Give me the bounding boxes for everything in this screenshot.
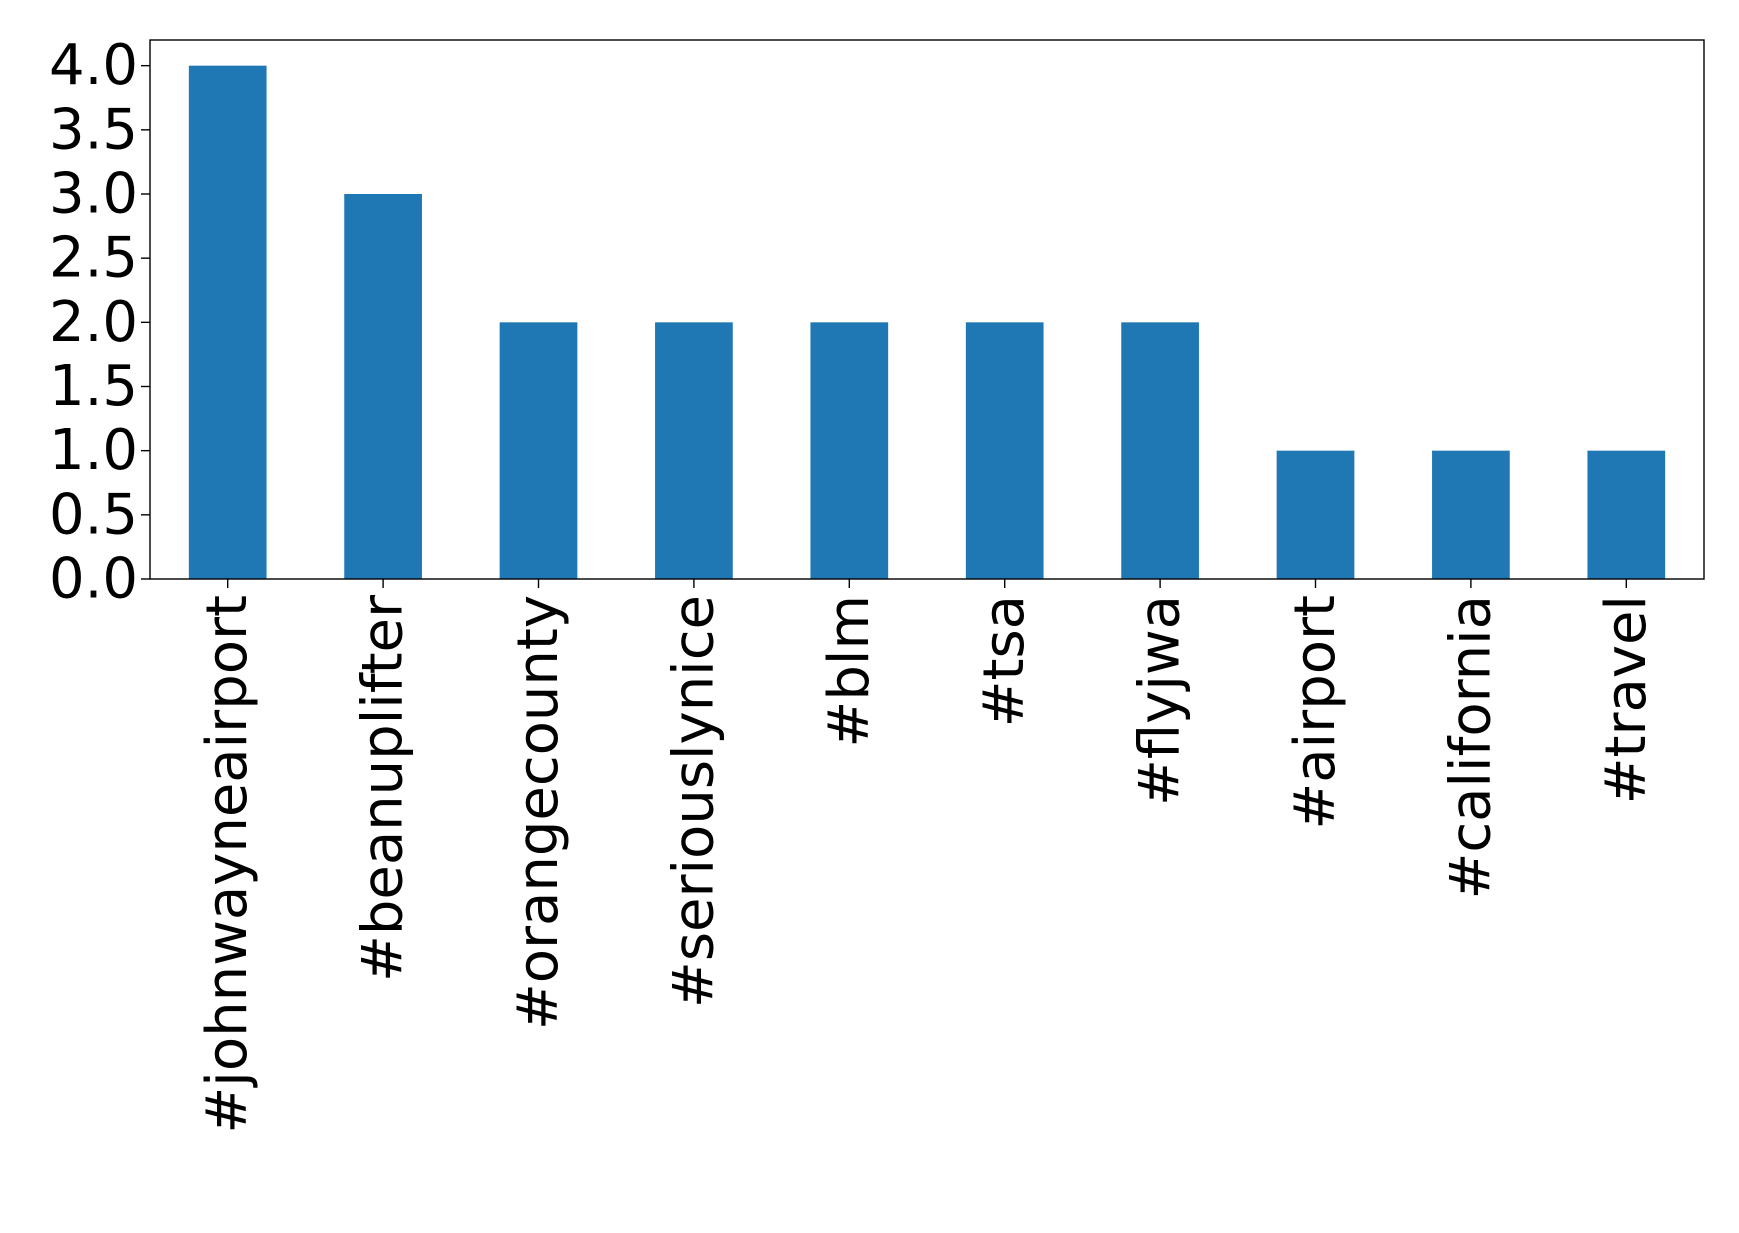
y-tick-label: 1.0 (49, 418, 138, 483)
x-tick-label: #orangecounty (506, 595, 571, 1030)
bar-california (1432, 450, 1510, 579)
x-tick-label: #travel (1594, 595, 1659, 804)
y-tick-label: 0.5 (49, 482, 138, 547)
y-tick-label: 3.0 (49, 162, 138, 227)
x-tick-label: #flyjwa (1128, 595, 1193, 806)
bar-flyjwa (1121, 322, 1199, 579)
bars-layer (188, 65, 1666, 579)
x-tick-label: #beanuplifter (351, 594, 416, 982)
x-tick-label: #johnwayneairport (195, 595, 260, 1134)
bar-orangecounty (499, 322, 578, 579)
y-axis: 0.00.51.01.52.02.53.03.54.0 (49, 33, 150, 612)
y-tick-label: 1.5 (49, 354, 138, 419)
bar-johnwayneairport (188, 65, 267, 579)
bar-blm (810, 322, 889, 579)
x-axis: #johnwayneairport #beanuplifter #orangecou… (195, 579, 1659, 1134)
y-tick-label: 4.0 (49, 33, 138, 98)
x-tick-label: #airport (1283, 595, 1348, 830)
y-tick-label: 3.5 (49, 97, 138, 162)
y-tick-label: 2.5 (49, 226, 138, 291)
x-tick-label: #blm (817, 595, 882, 748)
x-tick-label: #california (1438, 595, 1503, 900)
y-tick-label: 2.0 (49, 290, 138, 355)
x-tick-label: #seriouslynice (661, 595, 726, 1008)
bar-beanuplifter (344, 194, 422, 579)
x-tick-label: #tsa (972, 595, 1037, 727)
bar-tsa (965, 322, 1044, 579)
y-tick-label: 0.0 (49, 547, 138, 612)
bar-seriouslynice (655, 322, 733, 579)
bar-travel (1587, 450, 1666, 579)
bar-airport (1276, 450, 1355, 579)
plot-frame (149, 39, 1705, 580)
